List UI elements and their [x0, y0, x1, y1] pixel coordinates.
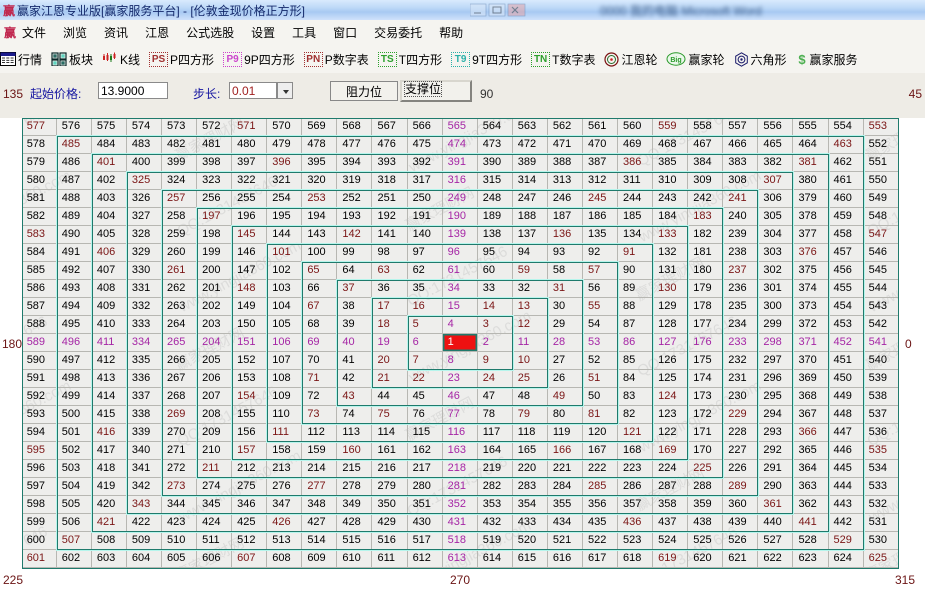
- svg-text:Big: Big: [671, 57, 682, 64]
- svg-text:$: $: [798, 52, 806, 67]
